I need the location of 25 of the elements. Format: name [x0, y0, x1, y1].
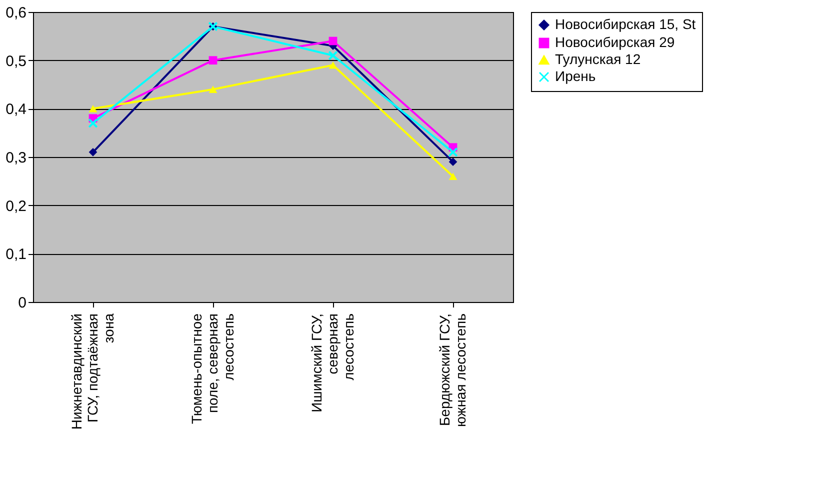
point — [448, 172, 458, 180]
point — [208, 56, 218, 65]
y-tick-label: 0,3 — [6, 150, 26, 166]
y-tick-label: 0,6 — [6, 4, 26, 22]
y-tick-label: 0,2 — [6, 198, 26, 215]
point — [88, 105, 98, 112]
y-tick-label: 0,5 — [6, 52, 26, 70]
y-tick-label: 0,1 — [6, 246, 26, 264]
x-tick-label: Тюмень-опытное поле, северная лесостепь — [188, 313, 236, 424]
y-tick-label: 0 — [18, 294, 26, 312]
point — [448, 158, 458, 166]
legend-label: Новосибирская 15, St — [555, 16, 696, 32]
point — [448, 147, 458, 158]
point — [88, 118, 98, 128]
point — [328, 50, 338, 60]
legend-label: Новосибирская 29 — [555, 34, 675, 50]
point — [328, 36, 338, 46]
point — [88, 148, 98, 156]
point — [328, 62, 338, 69]
point — [208, 86, 218, 93]
x-tick-label: Нижнетавдинский ГСУ, подтаёжная зона — [68, 313, 116, 430]
legend-label: Тулунская 12 — [555, 51, 641, 67]
legend-label: Ирень — [555, 68, 596, 84]
x-tick-label: Ишимский ГСУ, северная лесостепь — [308, 314, 356, 412]
y-tick-label: 0,4 — [6, 101, 26, 118]
